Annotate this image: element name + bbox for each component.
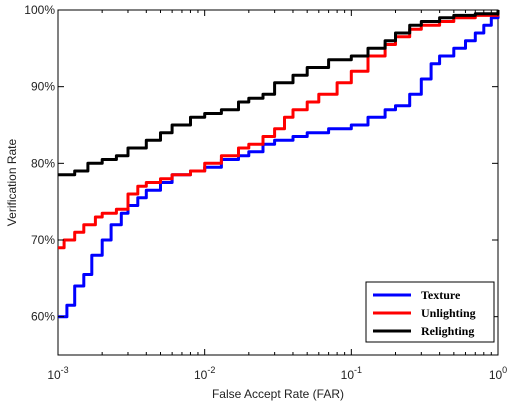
y-axis-label: Verification Rate bbox=[5, 138, 19, 226]
y-tick-label: 60% bbox=[31, 310, 55, 324]
x-axis-label: False Accept Rate (FAR) bbox=[212, 387, 344, 401]
x-tick-label: 100 bbox=[489, 365, 507, 382]
legend: Texture Unlighting Relighting bbox=[366, 282, 494, 342]
y-tick-label: 80% bbox=[31, 156, 55, 170]
x-tick-label: 10-2 bbox=[194, 365, 215, 382]
legend-label-texture: Texture bbox=[421, 288, 461, 302]
legend-label-unlighting: Unlighting bbox=[421, 306, 476, 320]
y-tick-label: 70% bbox=[31, 233, 55, 247]
y-tick-label: 90% bbox=[31, 80, 55, 94]
x-tick-label: 10-1 bbox=[341, 365, 362, 382]
x-tick-label: 10-3 bbox=[47, 365, 68, 382]
legend-label-relighting: Relighting bbox=[421, 324, 474, 338]
y-tick-label: 100% bbox=[24, 3, 55, 17]
